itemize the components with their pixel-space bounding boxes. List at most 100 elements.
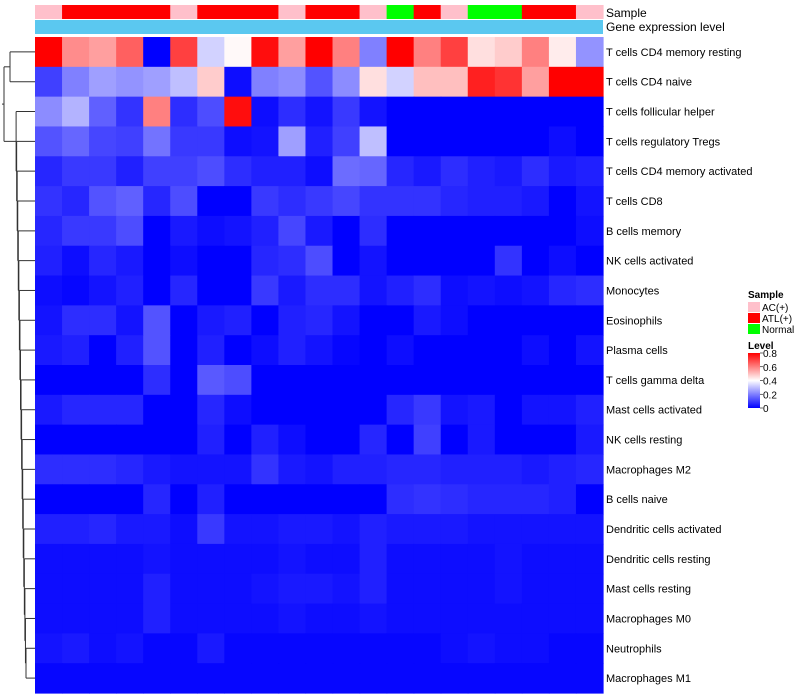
heatmap-cell [170, 484, 198, 515]
legend-swatch [748, 313, 760, 323]
sample-annotation-cell [116, 5, 144, 19]
heatmap-cell [35, 424, 63, 456]
heatmap-cell [197, 275, 225, 306]
heatmap-cell [116, 514, 144, 545]
heatmap-cell [224, 305, 252, 336]
heatmap-cell [224, 633, 252, 664]
sample-annotation-cell [197, 5, 225, 19]
heatmap-cell [89, 365, 117, 396]
heatmap-cell [386, 514, 415, 545]
heatmap-cell [62, 484, 90, 515]
heatmap-cell [359, 663, 388, 694]
heatmap-cell [386, 156, 415, 187]
heatmap-cell [359, 37, 388, 68]
sample-annotation-cell [305, 5, 334, 19]
heatmap-cell [278, 663, 307, 694]
heatmap-cell [170, 186, 198, 217]
heatmap-cell [575, 543, 604, 575]
heatmap-cell [386, 335, 415, 366]
heatmap-cell [440, 573, 469, 605]
heatmap-cell [386, 633, 415, 664]
heatmap-cell [413, 96, 442, 128]
heatmap-cell [386, 305, 415, 336]
heatmap-cell [305, 156, 334, 187]
sample-annotation-cell [467, 5, 496, 19]
heatmap-cell [386, 543, 415, 575]
heatmap-cell [278, 603, 307, 634]
heatmap-cell [548, 454, 577, 485]
heatmap-cell [386, 365, 415, 396]
heatmap-cell [278, 573, 307, 605]
heatmap-cell [197, 663, 225, 694]
heatmap-cell [494, 365, 523, 396]
heatmap-cell [386, 96, 415, 128]
heatmap-cell [305, 335, 334, 366]
heatmap-cell [170, 454, 198, 485]
heatmap-cell [197, 543, 225, 575]
heatmap-cell [143, 484, 171, 515]
heatmap-cell [467, 573, 496, 605]
heatmap-cell [62, 543, 90, 575]
legend-tick-label: 0 [763, 404, 769, 415]
heatmap-cell [332, 424, 361, 456]
heatmap-cell [197, 96, 225, 128]
heatmap-cell [548, 484, 577, 515]
heatmap-cell [251, 96, 280, 128]
heatmap-cell [197, 126, 225, 157]
heatmap-cell [116, 484, 144, 515]
heatmap-cell [224, 484, 252, 515]
heatmap-cell [359, 424, 388, 456]
heatmap-cell [170, 156, 198, 187]
heatmap-cell [143, 186, 171, 217]
heatmap-cell [224, 543, 252, 575]
expression-annotation-bar [35, 20, 603, 34]
heatmap-cell [35, 573, 63, 605]
heatmap-cell [575, 275, 604, 306]
heatmap-cell [494, 394, 523, 426]
heatmap-cell [116, 156, 144, 187]
heatmap-cell [35, 215, 63, 247]
row-label: B cells naive [606, 494, 668, 506]
heatmap-cell [224, 245, 252, 277]
heatmap-cell [305, 484, 334, 515]
heatmap-cell [278, 37, 307, 68]
heatmap-cell [413, 305, 442, 336]
heatmap-cell [197, 573, 225, 605]
heatmap-cell [224, 394, 252, 426]
heatmap-cell [413, 573, 442, 605]
heatmap-cell [413, 186, 442, 217]
heatmap-cell [332, 215, 361, 247]
heatmap-cell [494, 484, 523, 515]
heatmap-cell [413, 156, 442, 187]
heatmap-cell [548, 573, 577, 605]
heatmap-cell [62, 37, 90, 68]
heatmap-cell [440, 454, 469, 485]
heatmap-cell [548, 66, 577, 98]
heatmap-cell [575, 66, 604, 98]
sample-annotation-cell [386, 5, 415, 19]
heatmap-cell [251, 514, 280, 545]
heatmap-cell [116, 394, 144, 426]
heatmap-cell [467, 126, 496, 157]
heatmap-cell [35, 96, 63, 128]
heatmap-cell [251, 663, 280, 694]
heatmap-cell [413, 37, 442, 68]
heatmap-cell [467, 37, 496, 68]
sample-annotation-title: Sample [606, 6, 647, 20]
heatmap-cell [467, 275, 496, 306]
heatmap-cell [251, 454, 280, 485]
heatmap-cell [278, 275, 307, 306]
heatmap-cell [278, 365, 307, 396]
heatmap-cell [305, 365, 334, 396]
sample-annotation-cell [251, 5, 280, 19]
heatmap-cell [89, 305, 117, 336]
heatmap-cell [575, 37, 604, 68]
heatmap-cell [575, 365, 604, 396]
heatmap-cell [305, 663, 334, 694]
heatmap-cell [386, 126, 415, 157]
heatmap-cell [251, 603, 280, 634]
heatmap-cell [224, 275, 252, 306]
heatmap-cell [224, 663, 252, 694]
heatmap-cell [35, 603, 63, 634]
